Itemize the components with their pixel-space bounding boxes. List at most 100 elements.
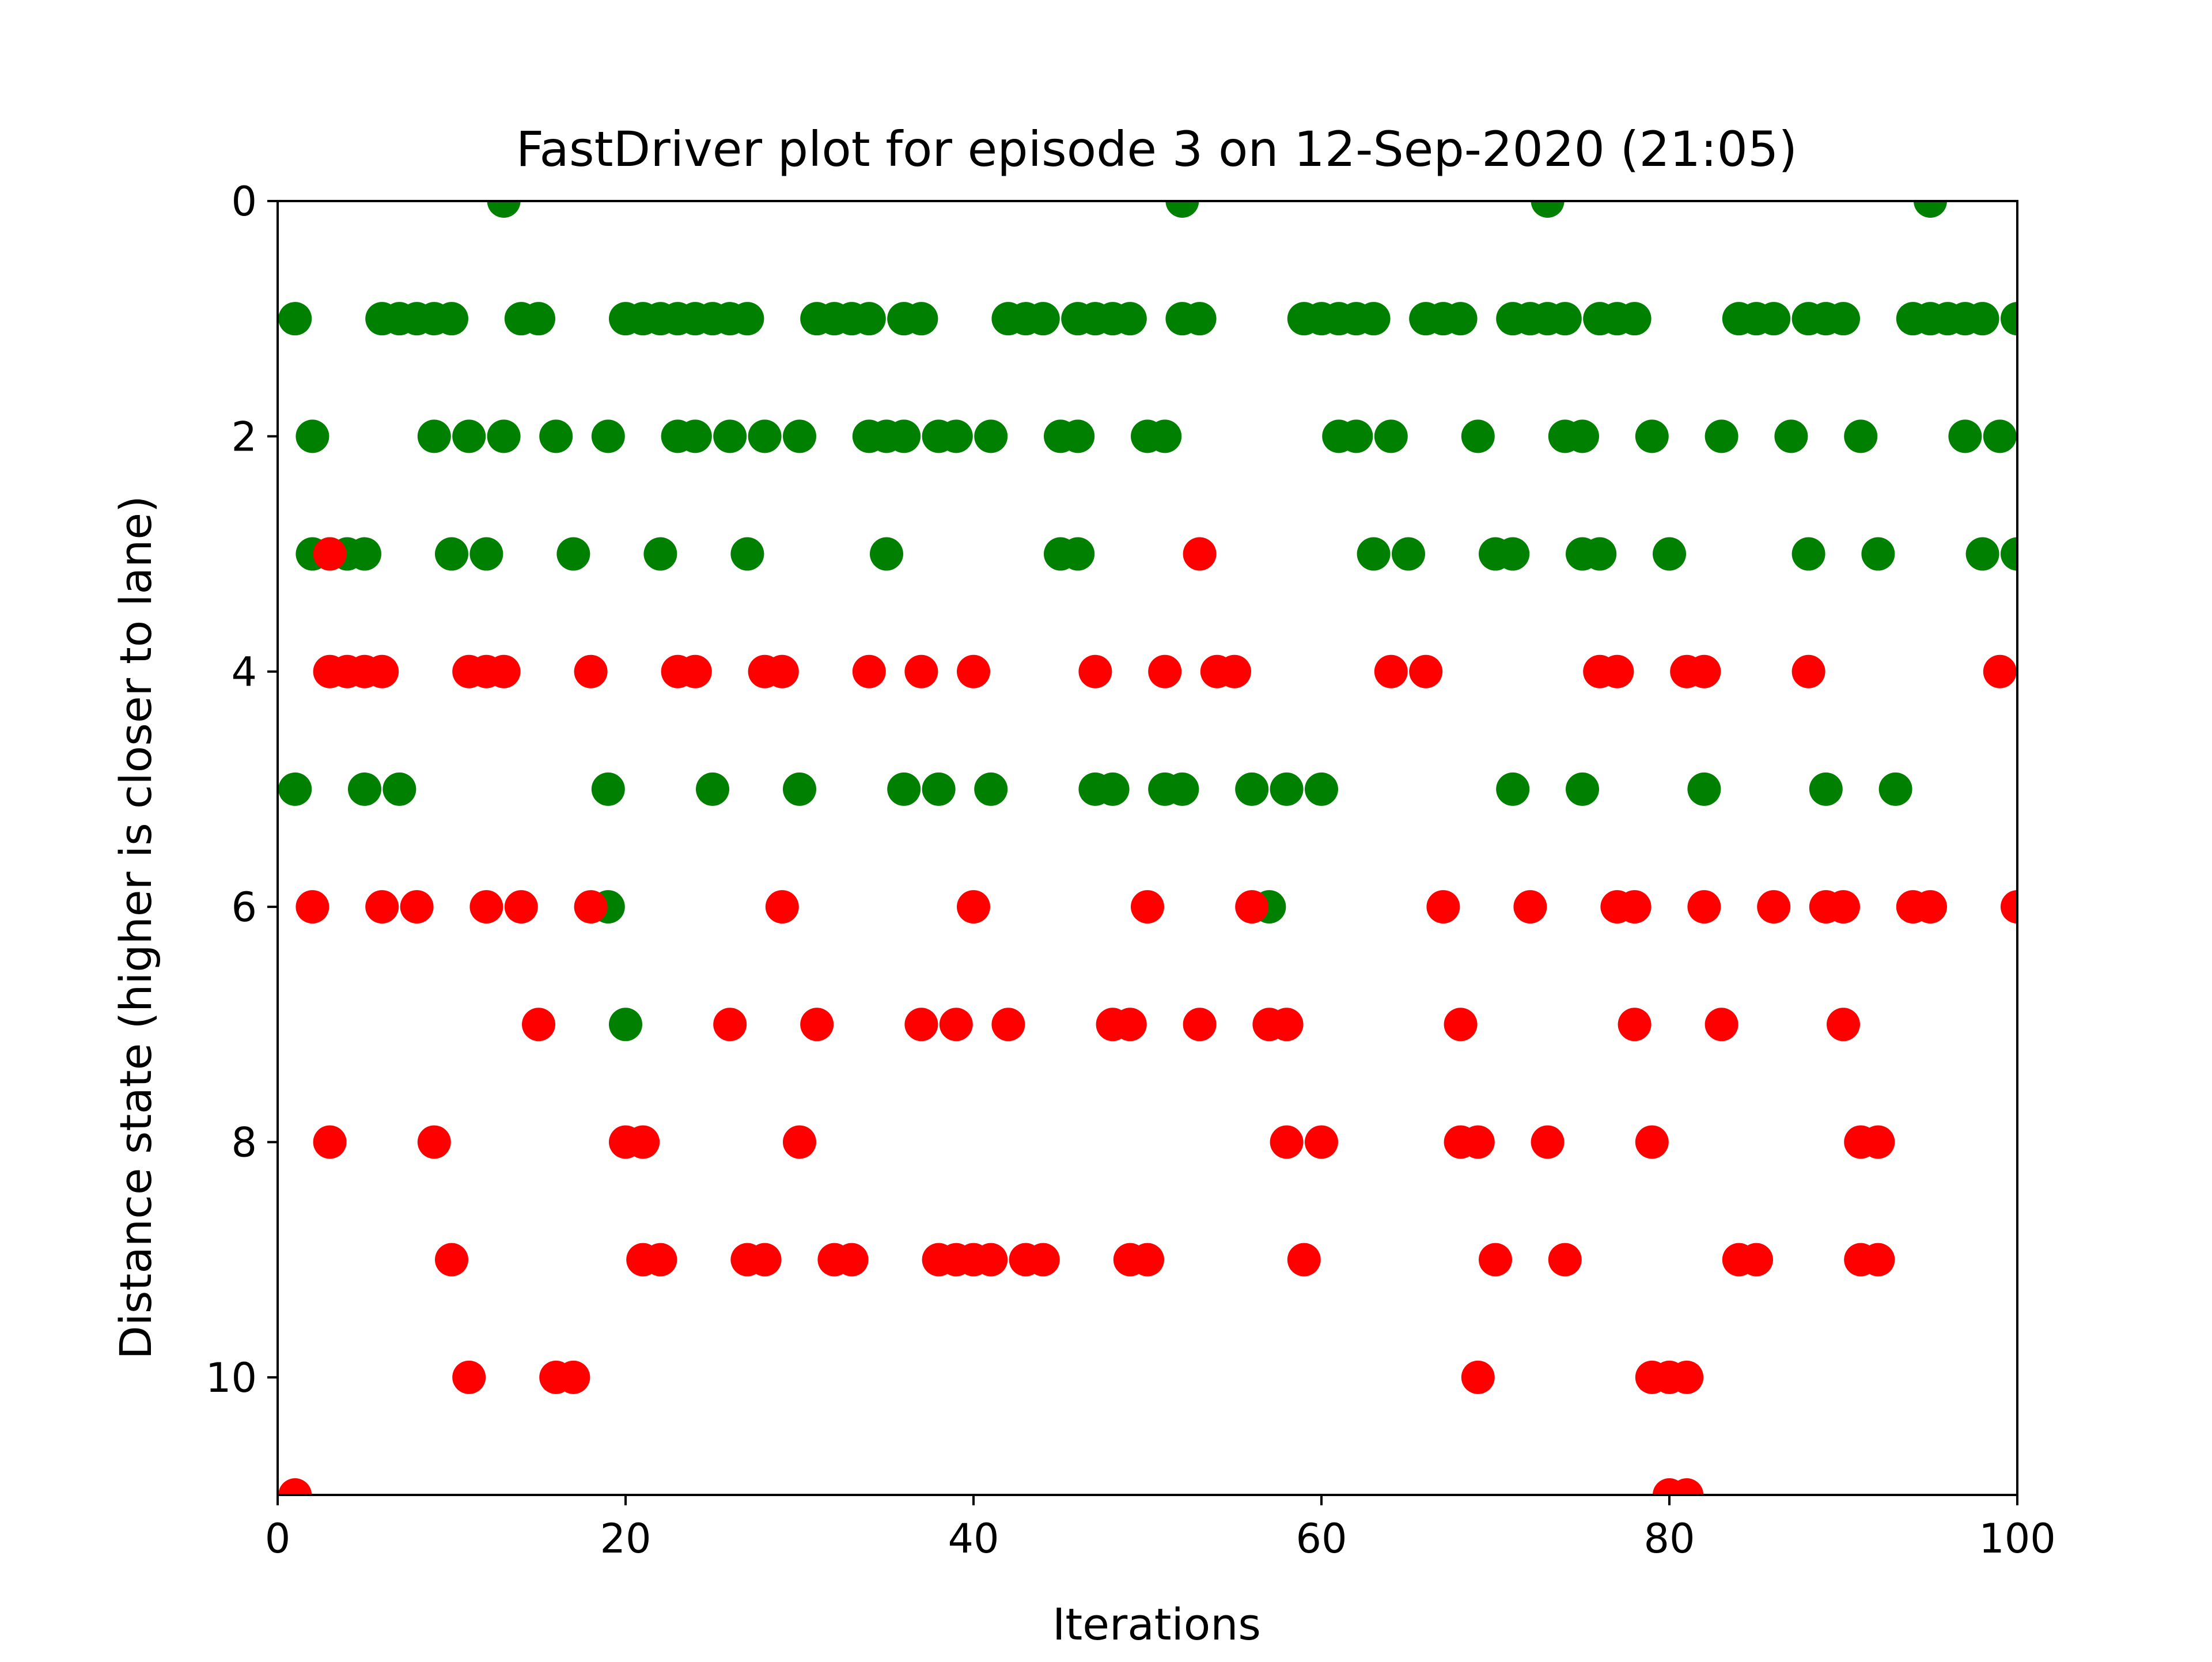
data-point [435,302,468,336]
data-point [1218,654,1251,688]
data-point [713,1008,747,1042]
data-point [1827,302,1860,336]
data-point [539,419,573,453]
data-point [435,537,468,571]
data-point [469,890,503,924]
data-point [574,890,608,924]
y-tick-label: 6 [231,884,257,931]
data-point [1635,1125,1669,1159]
data-point [1426,890,1460,924]
data-point [922,772,956,806]
data-point [1183,302,1217,336]
data-point [870,537,903,571]
data-point [1670,1360,1704,1394]
data-point [365,654,399,688]
data-point [974,1243,1008,1277]
data-point [2001,302,2017,336]
data-point [1687,654,1721,688]
data-point [1461,419,1495,453]
data-point [348,772,381,806]
data-point [1618,1008,1652,1042]
data-point [469,537,503,571]
data-point [452,1360,486,1394]
data-point [1131,890,1164,924]
data-point [852,302,886,336]
data-point [1235,890,1269,924]
data-point [748,419,782,453]
data-point [1687,772,1721,806]
data-point [278,302,312,336]
data-point [1965,537,1999,571]
data-point [1548,302,1582,336]
data-point [1531,201,1565,218]
data-point [1165,201,1199,218]
data-point [1374,419,1408,453]
y-axis-label: Distance state (higher is closer to lane… [110,495,161,1359]
data-point [1148,654,1182,688]
data-point [1809,772,1843,806]
data-point [678,419,712,453]
data-point [487,201,521,218]
data-point [1305,1125,1338,1159]
data-point [1444,1008,1478,1042]
data-point [626,1125,660,1159]
plot-frame [276,200,2018,1496]
data-point [417,419,451,453]
data-point [1914,890,1947,924]
data-point [313,1125,347,1159]
data-point [957,654,990,688]
data-point [1078,654,1112,688]
chart-title: FastDriver plot for episode 3 on 12-Sep-… [516,121,1797,177]
data-points [278,201,2017,1495]
data-point [2001,890,2017,924]
data-point [783,772,816,806]
data-point [1270,1008,1304,1042]
x-tick-label: 40 [948,1515,999,1562]
data-point [730,302,764,336]
data-point [574,654,608,688]
x-axis-label: Iterations [1052,1599,1261,1650]
x-tick-label: 80 [1643,1515,1695,1562]
data-point [1061,419,1095,453]
data-point [1409,654,1443,688]
data-point [1496,537,1530,571]
x-tick-label: 60 [1296,1515,1347,1562]
data-point [1948,419,1982,453]
data-point [904,654,938,688]
data-point [1618,890,1652,924]
y-tick-label: 0 [231,178,257,225]
data-point [643,1243,677,1277]
data-point [904,1008,938,1042]
data-point [296,419,329,453]
data-point [1861,1125,1895,1159]
data-point [487,419,521,453]
data-point [278,772,312,806]
data-point [522,302,555,336]
data-point [887,772,921,806]
data-point [991,1008,1025,1042]
x-tick-label: 0 [265,1515,291,1562]
data-point [1844,419,1878,453]
data-point [1687,890,1721,924]
data-point [974,419,1008,453]
y-tick-label: 2 [231,413,257,460]
data-point [1183,537,1217,571]
data-point [1235,772,1269,806]
data-point [748,1243,782,1277]
data-point [1600,654,1634,688]
data-point [1983,419,2017,453]
data-point [1113,1008,1147,1042]
data-point [1026,1243,1060,1277]
data-point [678,654,712,688]
data-point [609,1008,642,1042]
data-point [1061,537,1095,571]
data-point [1148,419,1182,453]
data-point [1026,302,1060,336]
data-point [939,419,973,453]
data-point [1827,1008,1860,1042]
data-point [2001,537,2017,571]
data-point [556,1360,590,1394]
y-tick-label: 10 [206,1354,257,1402]
data-point [1183,1008,1217,1042]
